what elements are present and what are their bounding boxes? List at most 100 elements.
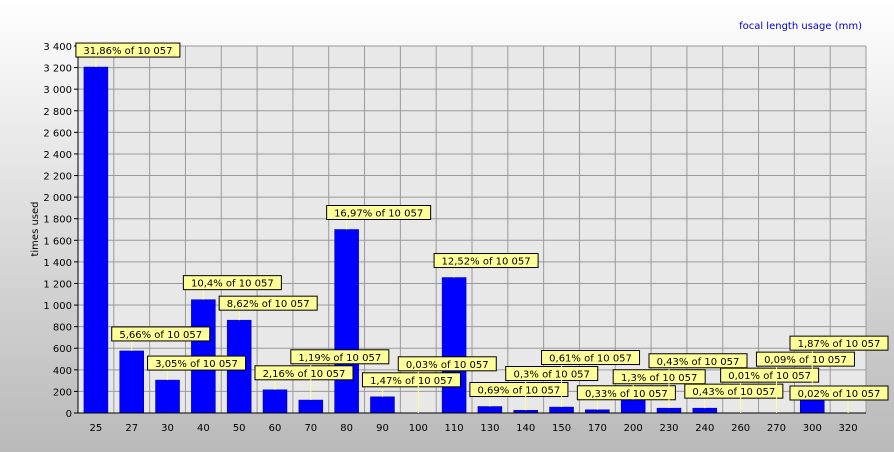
bar (83, 66, 109, 414)
data-label-box (469, 382, 569, 398)
data-label-box (612, 369, 706, 385)
data-label: 1,47% of 10 057 (370, 376, 453, 387)
y-tick-label: 2 000 (43, 193, 72, 204)
data-label: 1,87% of 10 057 (798, 339, 881, 350)
x-tick-label: 260 (731, 423, 750, 434)
data-label-box (576, 385, 676, 401)
x-tick-label: 40 (197, 423, 210, 434)
x-tick-label: 110 (445, 423, 464, 434)
data-label-box (147, 355, 247, 371)
x-tick-label: 100 (409, 423, 428, 434)
bar-layer (83, 66, 825, 414)
data-label: 0,69% of 10 057 (478, 386, 561, 397)
y-tick-label: 1 800 (43, 215, 72, 226)
chart-title: focal length usage (mm) (739, 21, 862, 32)
bar (620, 399, 646, 414)
label-layer: 31,86% of 10 057 5,66% of 10 057 3,05% of … (75, 42, 889, 413)
x-tick-label: 200 (624, 423, 643, 434)
y-tick-label: 3 400 (43, 42, 72, 53)
y-tick-label: 2 200 (43, 172, 72, 183)
y-tick-label: 2 600 (43, 128, 72, 139)
y-axis-label: times used (30, 201, 41, 256)
y-tick-label: 200 (53, 387, 72, 398)
x-tick-label: 230 (659, 423, 678, 434)
data-label-box (111, 326, 211, 342)
x-tick-label: 50 (233, 423, 246, 434)
x-tick-label: 150 (552, 423, 571, 434)
x-tick-label: 30 (161, 423, 174, 434)
data-label-box (789, 335, 889, 351)
bar (262, 389, 288, 414)
y-tick-label: 3 200 (43, 64, 72, 75)
data-label-box (218, 295, 318, 311)
bar (370, 396, 395, 414)
x-tick-label: 27 (125, 423, 138, 434)
data-label: 10,4% of 10 057 (191, 279, 274, 290)
x-tick-label: 270 (767, 423, 786, 434)
data-label: 0,61% of 10 057 (549, 354, 632, 365)
data-label: 3,05% of 10 057 (155, 359, 238, 370)
bar (549, 406, 574, 414)
y-tick-label: 0 (66, 409, 72, 420)
data-label: 12,52% of 10 057 (442, 257, 531, 268)
data-label: 2,16% of 10 057 (263, 369, 346, 380)
y-tick-label: 1 400 (43, 258, 72, 269)
data-label-box (755, 351, 855, 367)
data-label: 0,01% of 10 057 (728, 371, 811, 382)
y-tick-label: 1 600 (43, 236, 72, 247)
x-tick-label: 140 (516, 423, 535, 434)
data-label-box (505, 366, 599, 382)
data-label: 8,62% of 10 057 (227, 299, 310, 310)
bar (298, 399, 324, 414)
data-label-box (397, 356, 497, 372)
y-tick-label: 400 (53, 366, 72, 377)
data-label-box (75, 42, 181, 58)
x-tick-label: 25 (90, 423, 103, 434)
data-label: 16,97% of 10 057 (334, 209, 423, 220)
x-tick-label: 170 (588, 423, 607, 434)
data-label: 0,09% of 10 057 (764, 355, 847, 366)
x-tick-label: 240 (695, 423, 714, 434)
data-label-box (361, 372, 461, 388)
x-tick-label: 60 (269, 423, 282, 434)
bar (656, 407, 682, 414)
data-label-box (326, 205, 432, 220)
y-tick-label: 3 000 (43, 85, 72, 96)
data-label-box (648, 353, 748, 369)
x-tick-label: 70 (304, 423, 317, 434)
y-tick-label: 2 400 (43, 150, 72, 161)
data-label: 0,43% of 10 057 (692, 387, 775, 398)
bar (119, 350, 144, 414)
data-label-box (290, 349, 390, 365)
data-label: 5,66% of 10 057 (119, 330, 202, 341)
bar (441, 277, 467, 414)
x-tick-label: 80 (340, 423, 353, 434)
data-label-box (684, 383, 784, 399)
y-tick-label: 1 000 (43, 301, 72, 312)
data-label: 0,03% of 10 057 (406, 360, 489, 371)
y-tick-label: 600 (53, 344, 72, 355)
bar (692, 407, 718, 414)
x-tick-label: 320 (839, 423, 858, 434)
axis-layer: 0 200 400 600 800 1 000 1 200 1 400 1 600 1 800 2 … (43, 42, 866, 434)
x-tick-label: 130 (480, 423, 499, 434)
data-label-box (541, 350, 641, 366)
data-label-box (433, 253, 539, 269)
y-tick-label: 800 (53, 323, 72, 334)
x-tick-label: 90 (376, 423, 389, 434)
y-tick-label: 1 200 (43, 279, 72, 290)
data-label: 0,43% of 10 057 (657, 357, 740, 368)
data-label: 0,33% of 10 057 (585, 389, 668, 400)
data-label-box (720, 367, 820, 383)
data-label: 31,86% of 10 057 (83, 46, 172, 57)
data-label: 0,3% of 10 057 (514, 370, 590, 381)
data-label-box (254, 365, 354, 381)
data-label: 1,3% of 10 057 (621, 373, 697, 384)
bar (334, 229, 359, 414)
x-tick-label: 300 (803, 423, 822, 434)
data-label: 1,19% of 10 057 (298, 353, 381, 364)
data-label-box (789, 385, 889, 401)
y-tick-label: 2 800 (43, 107, 72, 118)
